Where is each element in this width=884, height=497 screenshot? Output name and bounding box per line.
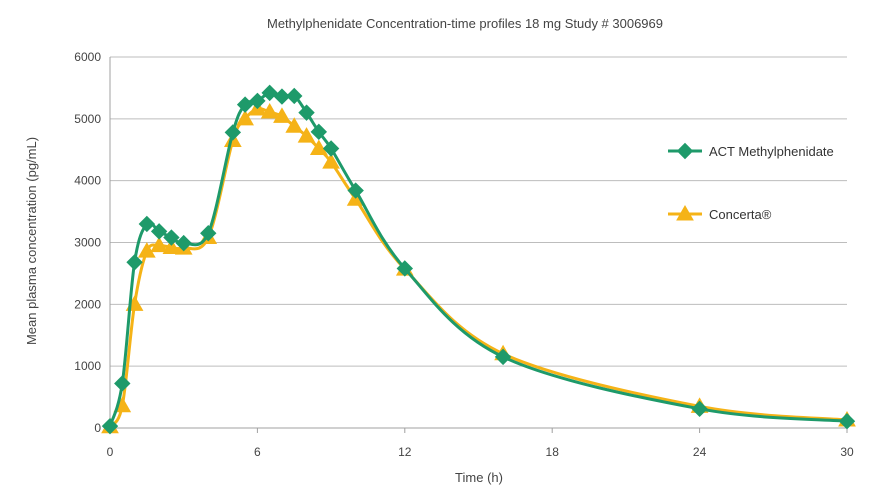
- data-point: [297, 127, 316, 143]
- legend-marker: [676, 204, 694, 221]
- data-point: [260, 103, 279, 119]
- legend-marker: [676, 142, 694, 160]
- y-tick-label: 2000: [74, 297, 101, 311]
- data-point: [310, 123, 328, 141]
- legend-label: ACT Methylphenidate: [709, 144, 834, 159]
- y-tick-label: 6000: [74, 50, 101, 64]
- data-point: [114, 375, 131, 392]
- data-point: [309, 139, 328, 156]
- series-group: [101, 84, 856, 435]
- data-point: [494, 348, 512, 366]
- y-tick-label: 0: [94, 421, 101, 435]
- y-axis-label: Mean plasma concentration (pg/mL): [24, 137, 39, 345]
- data-point: [175, 234, 192, 252]
- y-tick-label: 5000: [74, 112, 101, 126]
- y-tick-label: 4000: [74, 174, 101, 188]
- data-point: [101, 417, 119, 435]
- gridlines: [110, 56, 847, 367]
- data-point: [322, 153, 340, 169]
- data-point: [162, 238, 181, 254]
- data-point: [137, 242, 156, 258]
- data-point: [138, 215, 156, 233]
- data-point: [298, 104, 315, 121]
- x-axis-label: Time (h): [455, 470, 503, 485]
- data-point: [838, 412, 856, 430]
- data-point: [249, 92, 266, 110]
- data-point: [286, 87, 303, 105]
- x-tick-label: 0: [107, 445, 114, 459]
- data-point: [691, 400, 708, 418]
- legend: ACT Methylphenidate Concerta®: [668, 142, 834, 222]
- y-tick-label: 3000: [74, 236, 101, 250]
- legend-item: ACT Methylphenidate: [668, 142, 834, 160]
- data-point: [347, 182, 364, 199]
- x-tick-label: 30: [840, 445, 854, 459]
- y-tick-label: 1000: [74, 359, 101, 373]
- data-point: [285, 117, 304, 133]
- axes: [109, 57, 848, 433]
- x-tick-label: 12: [398, 445, 412, 459]
- legend-label: Concerta®: [709, 207, 772, 222]
- chart-title: Methylphenidate Concentration-time profi…: [267, 16, 663, 31]
- data-point: [396, 260, 414, 277]
- x-tick-labels: 0 6 12 18 24 30: [107, 445, 854, 459]
- x-tick-label: 6: [254, 445, 261, 459]
- x-tick-label: 24: [693, 445, 707, 459]
- data-point: [322, 140, 340, 157]
- legend-item: Concerta®: [668, 204, 772, 222]
- data-point: [273, 88, 291, 105]
- data-point: [163, 229, 180, 246]
- data-point: [236, 109, 254, 126]
- data-point: [273, 107, 291, 123]
- data-point: [150, 236, 168, 253]
- data-point: [200, 225, 217, 242]
- data-point: [126, 254, 143, 271]
- x-tick-label: 18: [546, 445, 560, 459]
- data-point: [224, 124, 242, 141]
- data-point: [150, 223, 168, 240]
- y-tick-labels: 0 1000 2000 3000 4000 5000 6000: [74, 50, 101, 435]
- data-point: [236, 96, 254, 113]
- series-line: [108, 91, 848, 427]
- data-point: [261, 84, 278, 102]
- series-act-methylphenidate: [101, 84, 856, 435]
